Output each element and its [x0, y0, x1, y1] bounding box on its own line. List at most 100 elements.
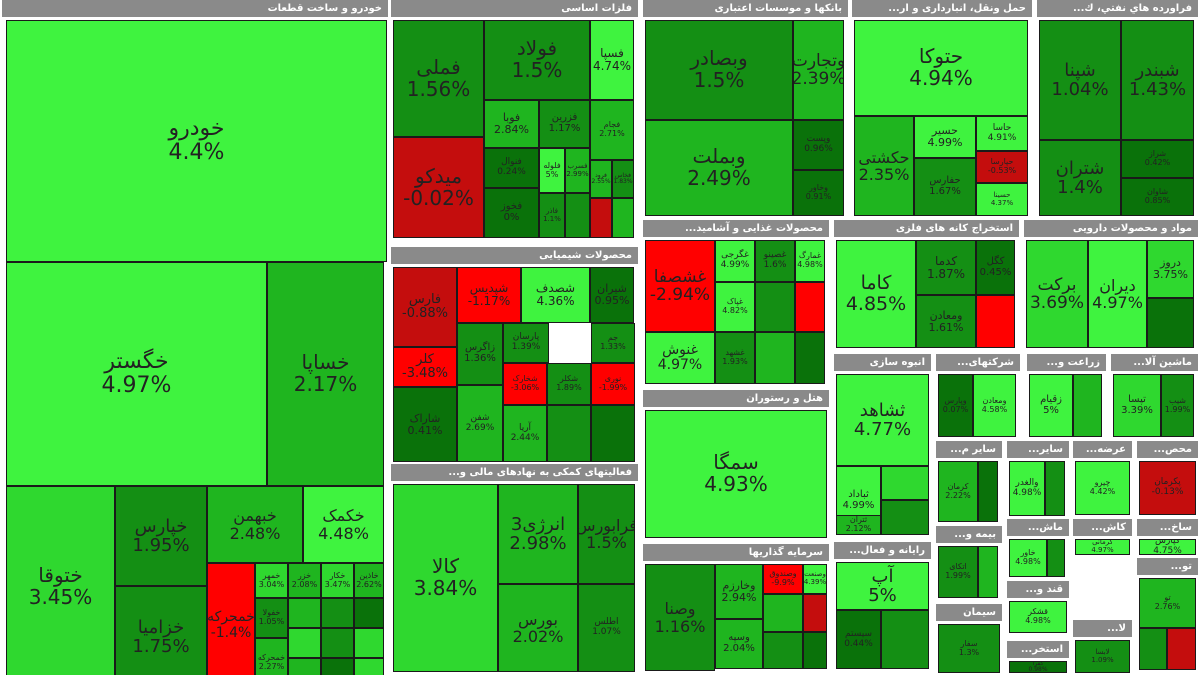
stock-tile[interactable]: غپاک 4.82%	[715, 282, 755, 332]
small-stock-tile[interactable]	[1045, 461, 1065, 516]
small-stock-tile[interactable]	[763, 594, 803, 632]
stock-tile[interactable]: حفارس 1.67%	[914, 158, 976, 216]
stock-tile[interactable]: فخاس 1.83%	[612, 160, 634, 198]
stock-tile[interactable]: ومعادن 1.61%	[916, 295, 976, 348]
stock-tile[interactable]: شکلر 1.89%	[547, 363, 591, 405]
small-stock-tile[interactable]	[795, 282, 825, 332]
stock-tile[interactable]: فولاد 1.5%	[484, 20, 590, 100]
stock-tile[interactable]: خمهر 3.04%	[255, 563, 288, 598]
sector-block[interactable]: ماشین آلا... تپسا 3.39% شیب 1.99%	[1111, 354, 1198, 437]
stock-tile[interactable]: سفار 1.3%	[938, 624, 1000, 673]
sector-block[interactable]: محصولات شیمیایی فارس -0.88% شپدیس -1.17% شصدف…	[391, 247, 638, 462]
stock-tile[interactable]: ثشاهد 4.77%	[836, 374, 929, 466]
stock-tile[interactable]: تپسا 3.39%	[1113, 374, 1161, 437]
small-stock-tile[interactable]	[288, 658, 321, 675]
sector-block[interactable]: فعالیتهای کمکی به نهادهای مالی و... کالا 3…	[391, 464, 638, 673]
stock-tile[interactable]: غصینو 1.6%	[755, 240, 795, 282]
stock-tile[interactable]: کفرا 0.98%	[1009, 661, 1067, 673]
stock-tile[interactable]: دروز 3.75%	[1147, 240, 1194, 298]
stock-tile[interactable]: اطلس 1.07%	[578, 584, 635, 672]
stock-tile[interactable]: غشهد 1.93%	[715, 332, 755, 384]
small-stock-tile[interactable]	[565, 193, 590, 238]
stock-tile[interactable]: زاگرس 1.36%	[457, 323, 503, 385]
sector-block[interactable]: محص... پکرمان -0.13%	[1137, 441, 1198, 515]
stock-tile[interactable]: شصدف 4.36%	[521, 267, 590, 323]
stock-tile[interactable]: شیران 0.95%	[590, 267, 634, 323]
small-stock-tile[interactable]	[354, 628, 384, 658]
sector-block[interactable]: هتل و رستوران سمگا 4.93%	[643, 390, 829, 540]
small-stock-tile[interactable]	[354, 598, 384, 628]
sector-block[interactable]: خودرو و ساخت قطعات خودرو 4.4% خگستر 4.97% خسا…	[2, 0, 388, 675]
stock-tile[interactable]: پارسان 1.39%	[503, 323, 549, 363]
sector-block[interactable]: استخراج کانه های فلزی کاما 4.85% کدما 1.87% ک…	[834, 220, 1019, 350]
stock-tile[interactable]: وبصادر 1.5%	[645, 20, 793, 120]
stock-tile[interactable]: حکشتی 2.35%	[854, 116, 914, 216]
stock-tile[interactable]: فجام 2.71%	[590, 100, 634, 160]
stock-tile[interactable]: حتوکا 4.94%	[854, 20, 1028, 116]
stock-tile[interactable]: فسپا 4.74%	[590, 20, 634, 100]
small-stock-tile[interactable]	[755, 282, 795, 332]
stock-tile[interactable]: خکار 3.47%	[321, 563, 354, 598]
small-stock-tile[interactable]	[795, 332, 825, 384]
small-stock-tile[interactable]	[321, 628, 354, 658]
stock-tile[interactable]: خودرو 4.4%	[6, 20, 387, 262]
sector-block[interactable]: زراعت و... زقیام 5%	[1027, 354, 1106, 437]
stock-tile[interactable]: وصندوق -9.9%	[763, 564, 803, 594]
stock-tile[interactable]: وخارزم 2.94%	[715, 564, 763, 619]
small-stock-tile[interactable]	[288, 628, 321, 658]
stock-tile[interactable]: خفولا 1.05%	[255, 598, 288, 638]
stock-tile[interactable]: چیرو 4.42%	[1075, 461, 1130, 515]
sector-block[interactable]: کاش... کرمانی 4.97%	[1073, 519, 1132, 555]
small-stock-tile[interactable]	[321, 658, 354, 675]
small-stock-tile[interactable]	[612, 198, 634, 238]
stock-tile[interactable]: شاراک 0.41%	[393, 387, 457, 462]
stock-tile[interactable]: بورس 2.02%	[498, 584, 578, 672]
stock-tile[interactable]: خبهمن 2.48%	[207, 486, 303, 563]
stock-tile[interactable]: نوری -1.99%	[591, 363, 635, 405]
small-stock-tile[interactable]	[803, 594, 827, 632]
sector-block[interactable]: بیمه و... اتکای 1.99%	[936, 526, 1002, 598]
stock-tile[interactable]: شراز 0.42%	[1121, 140, 1194, 178]
stock-tile[interactable]: والغدر 4.98%	[1009, 461, 1045, 516]
small-stock-tile[interactable]	[288, 598, 321, 628]
stock-tile[interactable]: خاذین 2.62%	[354, 563, 384, 598]
stock-tile[interactable]: کپارس 4.75%	[1139, 539, 1196, 555]
stock-tile[interactable]: جم 1.33%	[591, 323, 635, 363]
sector-block[interactable]: حمل ونقل، انبارداری و ار... حتوکا 4.94% حکش…	[852, 0, 1032, 216]
stock-tile[interactable]: کگل 0.45%	[976, 240, 1015, 295]
stock-tile[interactable]: حاسا 4.91%	[976, 116, 1028, 151]
stock-tile[interactable]: اتکای 1.99%	[938, 546, 978, 598]
stock-tile[interactable]: سمگا 4.93%	[645, 410, 827, 538]
stock-tile[interactable]: قشکر 4.98%	[1009, 601, 1067, 633]
stock-tile[interactable]: شیب 1.99%	[1161, 374, 1194, 437]
sector-block[interactable]: استخر... کفرا 0.98%	[1007, 641, 1069, 673]
small-stock-tile[interactable]	[881, 610, 929, 669]
stock-tile[interactable]: فارس -0.88%	[393, 267, 457, 347]
stock-tile[interactable]: کرمانی 4.97%	[1075, 539, 1130, 555]
small-stock-tile[interactable]	[978, 546, 998, 598]
stock-tile[interactable]: فزرین 1.17%	[539, 100, 590, 148]
stock-tile[interactable]: خمحرکه -1.4%	[207, 563, 255, 675]
stock-tile[interactable]: کالا 3.84%	[393, 484, 498, 672]
stock-tile[interactable]: وصنا 1.16%	[645, 564, 715, 671]
stock-tile[interactable]: خزر 2.08%	[288, 563, 321, 598]
stock-tile[interactable]: میدکو -0.02%	[393, 137, 484, 238]
small-stock-tile[interactable]	[881, 500, 929, 535]
stock-tile[interactable]: کاما 4.85%	[836, 240, 916, 348]
stock-tile[interactable]: شپنا 1.04%	[1039, 20, 1121, 140]
stock-tile[interactable]: شفن 2.69%	[457, 385, 503, 462]
small-stock-tile[interactable]	[1073, 374, 1102, 437]
stock-tile[interactable]: فنوال 0.24%	[484, 148, 539, 188]
stock-tile[interactable]: حسیر 4.99%	[914, 116, 976, 158]
stock-tile[interactable]: شپدیس -1.17%	[457, 267, 521, 323]
stock-tile[interactable]: شاوان 0.85%	[1121, 178, 1194, 216]
sector-block[interactable]: سرمایه گذاریها وصنا 1.16% وخارزم 2.94% وسپه 2.…	[643, 544, 829, 673]
stock-tile[interactable]: غنوش 4.97%	[645, 332, 715, 384]
small-stock-tile[interactable]	[590, 198, 612, 238]
stock-tile[interactable]: ومعادن 4.58%	[973, 374, 1016, 437]
stock-tile[interactable]: وپست 0.96%	[793, 120, 844, 170]
sector-block[interactable]: بانکها و موسسات اعتباری وبصادر 1.5% وتجارت 2…	[643, 0, 848, 216]
stock-tile[interactable]: لابسا 1.09%	[1075, 640, 1130, 673]
stock-tile[interactable]: خگستر 4.97%	[6, 262, 267, 486]
stock-tile[interactable]: شخارک -3.06%	[503, 363, 547, 405]
